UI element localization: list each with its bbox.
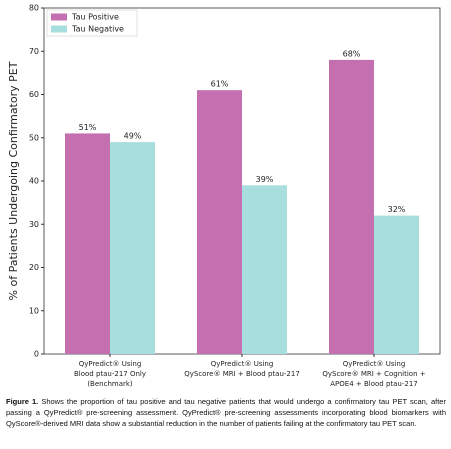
value-label: 49% [124, 132, 142, 141]
x-tick-label: QyPredict® Using QyScore® MRI + Blood pta… [184, 360, 300, 378]
legend-swatch [51, 25, 67, 33]
value-label: 51% [79, 123, 97, 132]
y-axis-label: % of Patients Undergoing Confirmatory PE… [7, 61, 20, 300]
y-tick-label: 30 [29, 220, 39, 229]
value-label: 32% [388, 205, 406, 214]
legend-label: Tau Positive [71, 13, 119, 22]
bar [65, 133, 110, 354]
bar [329, 59, 374, 355]
y-tick-label: 10 [29, 306, 39, 315]
legend-swatch [51, 13, 67, 21]
value-label: 61% [211, 80, 229, 89]
caption-label: Figure 1. [6, 397, 39, 406]
bar [197, 90, 242, 355]
x-tick-label: QyPredict® Using Blood ptau-217 Only (Benc… [74, 360, 146, 388]
chart: % of Patients Undergoing Confirmatory PE… [7, 4, 441, 388]
y-tick-label: 0 [34, 350, 39, 359]
bar [374, 215, 419, 354]
caption-text: Shows the proportion of tau positive and… [6, 397, 446, 428]
bar [110, 142, 155, 354]
y-tick-label: 60 [29, 90, 39, 99]
x-tick-label: QyPredict® Using QyScore® MRI + Cognition… [322, 360, 425, 388]
y-tick-label: 50 [29, 133, 39, 142]
y-tick-label: 80 [29, 4, 39, 13]
caption: Figure 1. Shows the proportion of tau po… [6, 396, 446, 429]
legend: Tau Positive Tau Negative [46, 9, 138, 37]
value-label: 39% [256, 175, 274, 184]
bar [242, 185, 287, 354]
legend-label: Tau Negative [71, 25, 124, 34]
value-label: 68% [343, 49, 361, 58]
y-tick-label: 40 [29, 177, 39, 186]
y-tick-label: 20 [29, 263, 39, 272]
y-tick-label: 70 [29, 47, 39, 56]
